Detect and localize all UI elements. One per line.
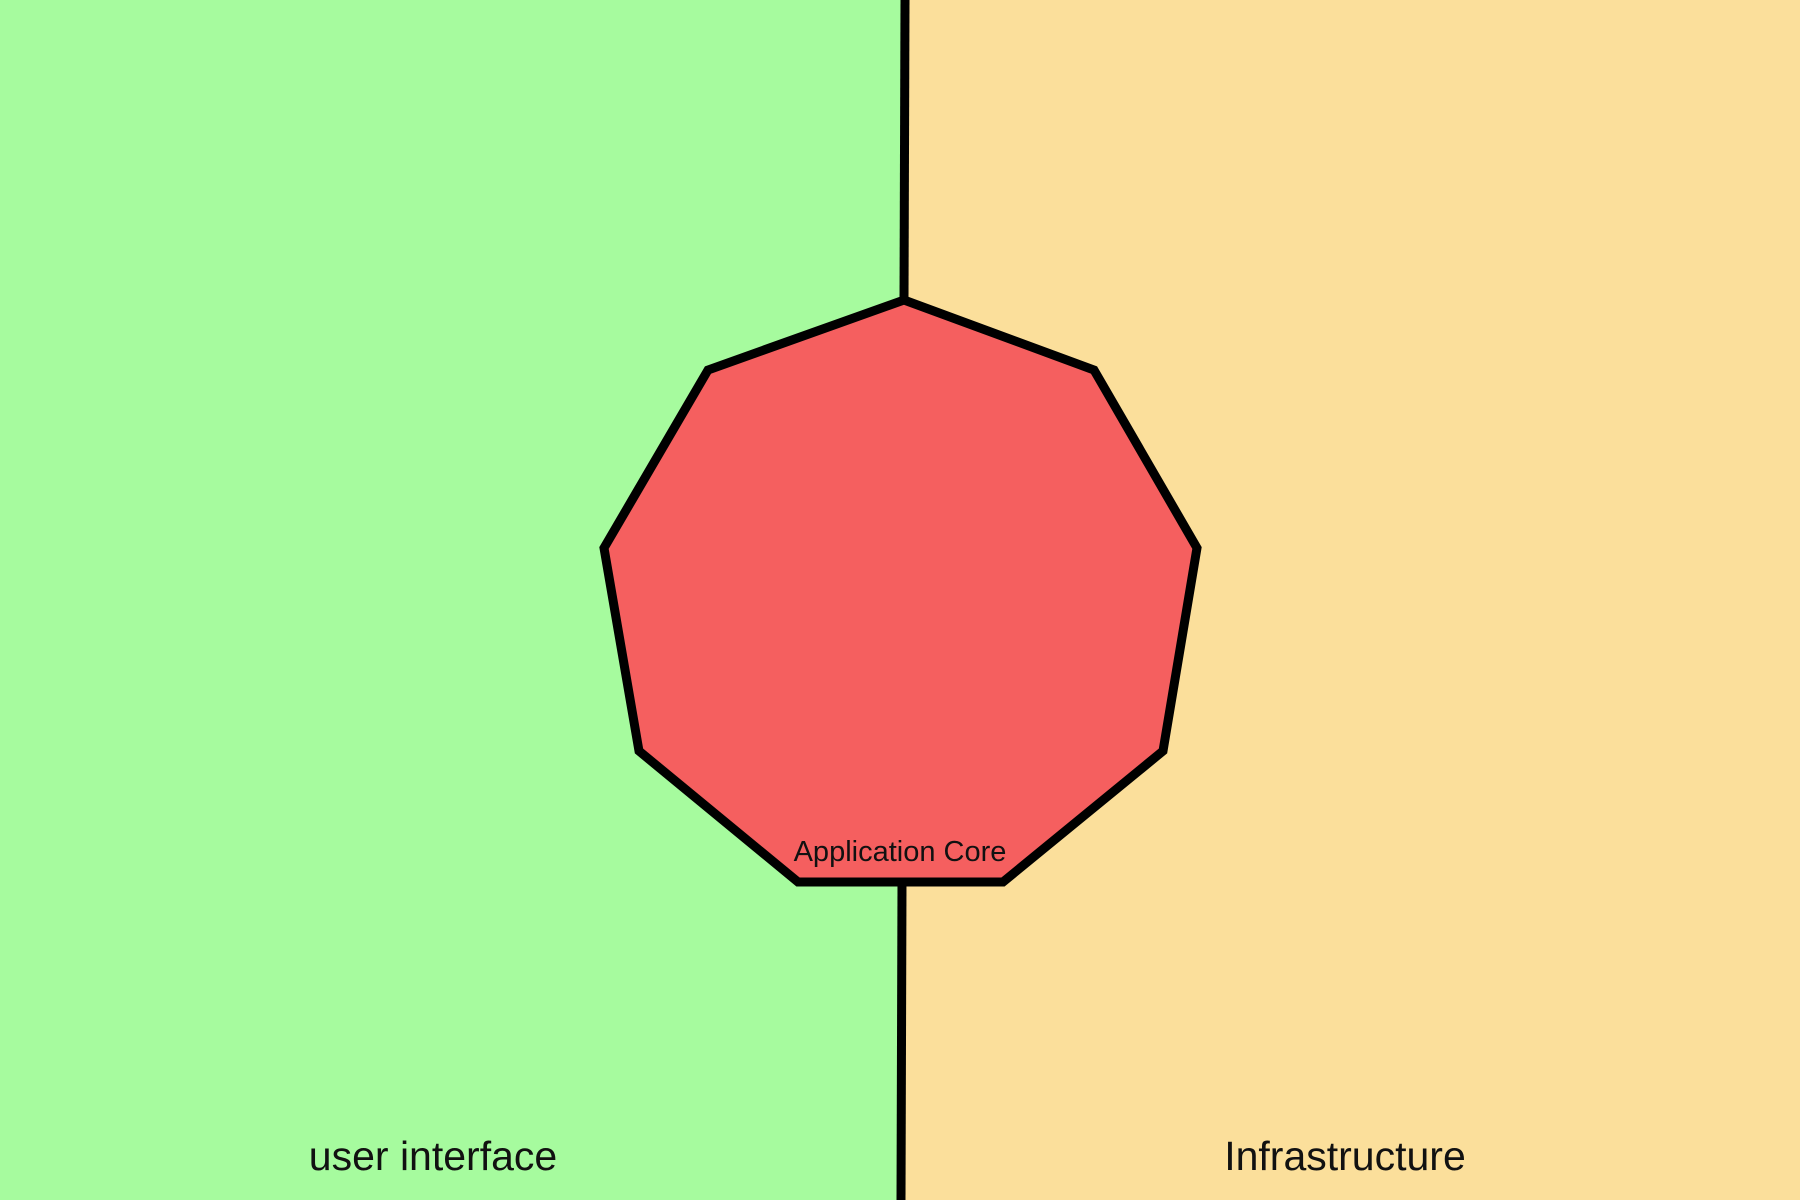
divider-line-bottom <box>896 881 907 1200</box>
application-core-label: Application Core <box>794 836 1007 868</box>
application-core-nonagon <box>599 295 1202 887</box>
infrastructure-label: Infrastructure <box>1224 1133 1466 1179</box>
divider-line-top <box>899 0 910 301</box>
user-interface-label: user interface <box>309 1133 557 1179</box>
